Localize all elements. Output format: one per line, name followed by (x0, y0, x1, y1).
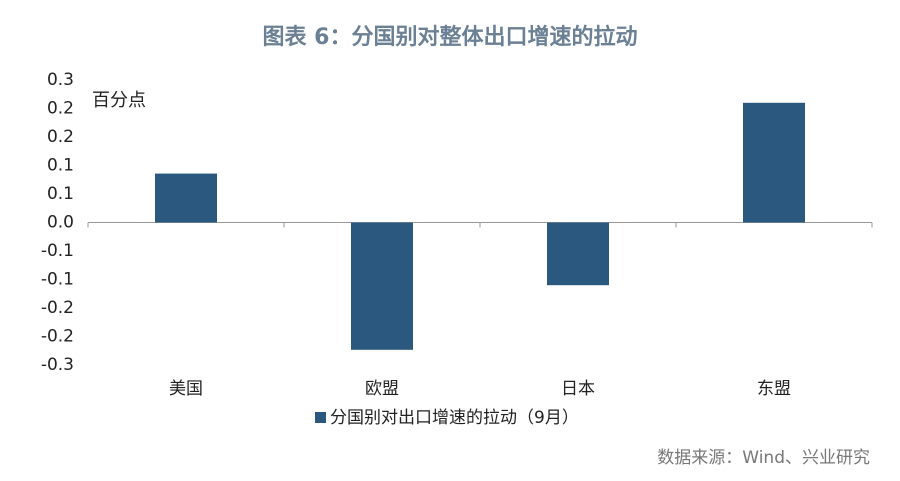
y-tick-label: -0.1 (41, 270, 74, 290)
bar (547, 222, 609, 286)
x-tick-label: 欧盟 (365, 379, 399, 399)
bar (155, 173, 217, 223)
y-tick-label: 0.2 (47, 99, 74, 119)
y-tick-label: 0.1 (47, 156, 74, 176)
y-tick-label: 0.2 (47, 127, 74, 147)
x-tick-label: 日本 (561, 379, 595, 399)
y-tick-label: -0.1 (41, 241, 74, 261)
bar (351, 222, 413, 350)
source-note: 数据来源：Wind、兴业研究 (657, 448, 870, 468)
chart-title: 图表 6：分国别对整体出口增速的拉动 (263, 24, 638, 50)
y-tick-label: -0.3 (41, 355, 74, 375)
y-tick-label: -0.2 (41, 298, 74, 318)
bar (743, 102, 805, 223)
legend-label: 分国别对出口增速的拉动（9月） (330, 408, 579, 428)
y-axis-label: 百分点 (92, 90, 146, 111)
x-tick-label: 东盟 (757, 379, 791, 399)
x-tick-label: 美国 (169, 379, 203, 399)
y-tick-label: 0.1 (47, 184, 74, 204)
y-tick-label: 0.3 (47, 70, 74, 90)
legend-swatch (315, 412, 326, 423)
y-tick-label: 0.0 (47, 213, 74, 233)
y-tick-label: -0.2 (41, 327, 74, 347)
